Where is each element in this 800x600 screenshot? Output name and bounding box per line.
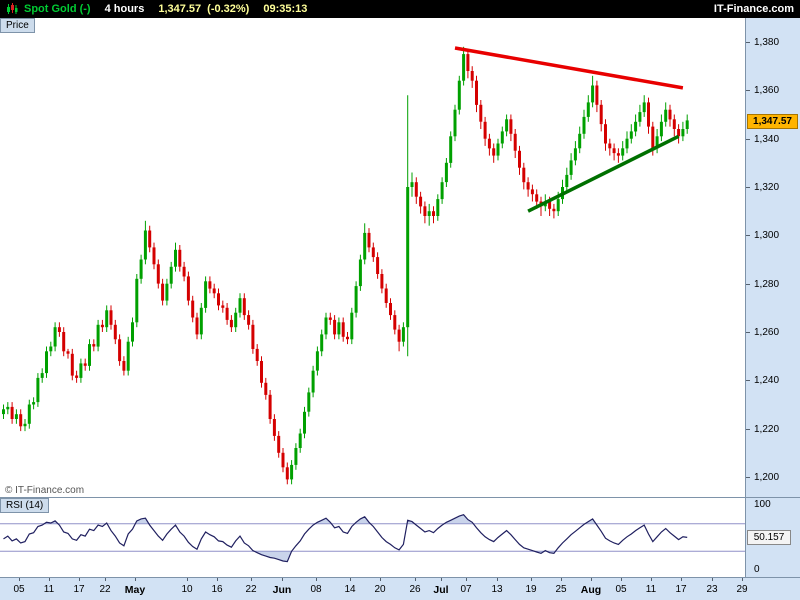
- time-axis-tick: [497, 578, 498, 581]
- time-axis-tick: [712, 578, 713, 581]
- price-axis-label: 1,320: [754, 182, 780, 193]
- price-axis-tick: [746, 284, 750, 285]
- rsi-axis-top-label: 100: [754, 499, 771, 510]
- price-axis-tick: [746, 187, 750, 188]
- watermark: © IT-Finance.com: [5, 485, 85, 496]
- time-axis-tick: [415, 578, 416, 581]
- tab-price[interactable]: Price: [0, 18, 35, 33]
- time-axis-tick: [217, 578, 218, 581]
- price-axis-tick: [746, 235, 750, 236]
- price-axis-label: 1,360: [754, 85, 780, 96]
- time-axis-label: 23: [706, 584, 718, 595]
- price-axis-label: 1,220: [754, 424, 780, 435]
- trendline-resistance[interactable]: [454, 46, 684, 90]
- time-axis-label: Jul: [433, 584, 449, 596]
- time-axis-tick: [350, 578, 351, 581]
- time-axis-tick: [651, 578, 652, 581]
- price-axis-tick: [746, 90, 750, 91]
- rsi-axis-bottom-label: 0: [754, 564, 760, 575]
- time-axis-tick: [105, 578, 106, 581]
- last-price: 1,347.57: [158, 3, 202, 15]
- rsi-oversold-fill: [254, 551, 556, 562]
- time-axis-tick: [681, 578, 682, 581]
- time-axis-tick: [742, 578, 743, 581]
- time-axis-tick: [591, 578, 592, 581]
- axis-divider: [0, 577, 800, 578]
- time-axis-tick: [135, 578, 136, 581]
- price-axis-tick: [746, 42, 750, 43]
- rsi-chart[interactable]: [0, 498, 745, 577]
- price-axis-label: 1,280: [754, 279, 780, 290]
- time-axis-label: 22: [99, 584, 111, 595]
- time-axis-tick: [49, 578, 50, 581]
- rsi-line: [3, 514, 688, 563]
- time-axis-label: 13: [491, 584, 503, 595]
- rsi-overbought-fill: [3, 514, 688, 524]
- trendline-support[interactable]: [527, 134, 680, 213]
- time-axis-label: 05: [13, 584, 25, 595]
- time-axis-label: 10: [181, 584, 193, 595]
- time-axis-label: 22: [245, 584, 257, 595]
- price-axis[interactable]: 1,347.57 100 50.157 0 1,380 1,360 1,340 1,3…: [745, 18, 800, 577]
- time-axis-tick: [531, 578, 532, 581]
- quote-time: 09:35:13: [263, 3, 308, 15]
- price-axis-label: 1,240: [754, 375, 780, 386]
- rsi-value-badge: 50.157: [747, 530, 791, 545]
- time-axis-tick: [282, 578, 283, 581]
- current-price-badge: 1,347.57: [747, 114, 798, 129]
- time-axis-label: May: [124, 584, 146, 596]
- time-axis-tick: [316, 578, 317, 581]
- price-axis-tick: [746, 429, 750, 430]
- time-axis-tick: [380, 578, 381, 581]
- price-change: (-0.32%): [207, 3, 250, 15]
- time-axis-label: 17: [73, 584, 85, 595]
- time-axis-label: 16: [211, 584, 223, 595]
- price-axis-label: 1,260: [754, 327, 780, 338]
- price-axis-label: 1,380: [754, 37, 780, 48]
- time-axis-tick: [466, 578, 467, 581]
- time-axis-label: 17: [675, 584, 687, 595]
- time-axis-label: 29: [736, 584, 748, 595]
- time-axis-label: 05: [615, 584, 627, 595]
- price-axis-tick: [746, 380, 750, 381]
- price-axis-label: 1,340: [754, 134, 780, 145]
- tab-rsi[interactable]: RSI (14): [0, 498, 50, 513]
- time-axis-tick: [621, 578, 622, 581]
- title-bar: Spot Gold (-) 4 hours 1,347.57 (-0.32%) …: [0, 0, 800, 18]
- panel-divider[interactable]: [0, 497, 800, 498]
- time-axis-label: 11: [43, 584, 55, 595]
- time-axis[interactable]: 05 11 17 22 May 10 16 22 Jun 08 14 20 26 Jul 07 13 19 25 A…: [0, 578, 800, 600]
- time-axis-label: 19: [525, 584, 537, 595]
- price-axis-tick: [746, 477, 750, 478]
- time-axis-label: 07: [460, 584, 472, 595]
- time-axis-label: 08: [310, 584, 322, 595]
- price-axis-tick: [746, 332, 750, 333]
- time-axis-label: 11: [645, 584, 657, 595]
- price-axis-label: 1,300: [754, 230, 780, 241]
- time-axis-label: 20: [374, 584, 386, 595]
- time-axis-tick: [441, 578, 442, 581]
- price-axis-tick: [746, 139, 750, 140]
- time-axis-tick: [187, 578, 188, 581]
- instrument-name: Spot Gold (-): [24, 3, 91, 15]
- time-axis-tick: [561, 578, 562, 581]
- time-axis-label: Aug: [580, 584, 602, 596]
- time-axis-label: Jun: [272, 584, 292, 596]
- time-axis-label: 26: [409, 584, 421, 595]
- time-axis-tick: [79, 578, 80, 581]
- candlestick-icon: [6, 3, 18, 15]
- brand-label: IT-Finance.com: [713, 3, 794, 15]
- candles-series: [2, 46, 689, 485]
- time-axis-label: 14: [344, 584, 356, 595]
- time-axis-label: 25: [555, 584, 567, 595]
- price-chart[interactable]: [0, 18, 745, 486]
- time-axis-tick: [19, 578, 20, 581]
- timeframe-label: 4 hours: [104, 3, 145, 15]
- time-axis-tick: [251, 578, 252, 581]
- price-axis-label: 1,200: [754, 472, 780, 483]
